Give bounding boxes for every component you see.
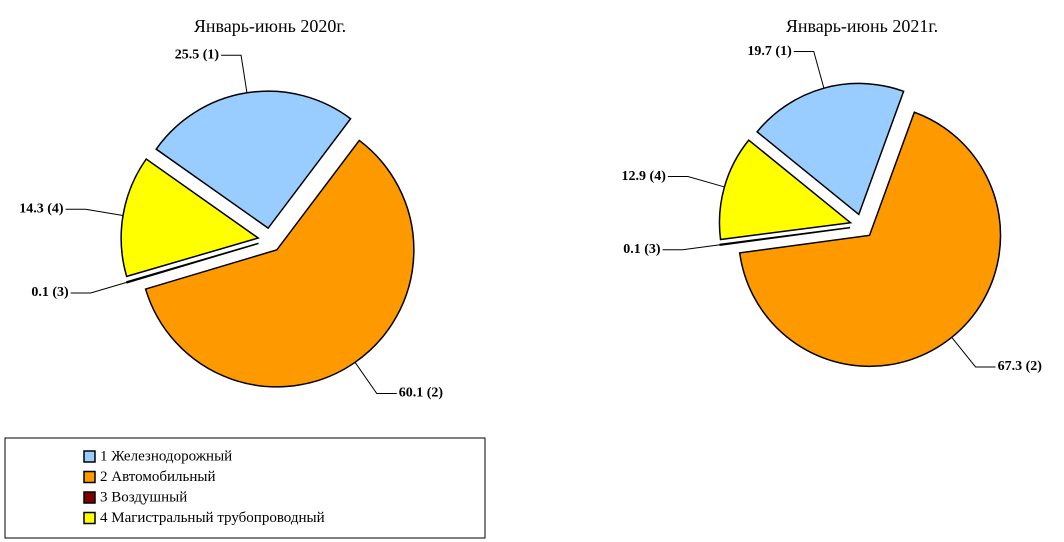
legend-label: 2 Автомобильный xyxy=(100,469,215,485)
pie-slice xyxy=(718,139,853,241)
pie-slice xyxy=(738,111,1002,368)
leader-line xyxy=(354,362,397,395)
data-label: 25.5 (1) xyxy=(175,47,220,62)
legend-swatch xyxy=(83,470,96,484)
data-label: 19.7 (1) xyxy=(747,44,792,59)
data-label: 0.1 (3) xyxy=(31,285,69,300)
legend-label: 3 Воздушный xyxy=(100,489,187,505)
legend-swatch xyxy=(83,511,96,525)
legend-swatch xyxy=(83,491,96,504)
pie-slice xyxy=(144,139,415,388)
pie-slice xyxy=(155,90,352,230)
data-label: 14.3 (4) xyxy=(19,201,64,216)
data-label: 67.3 (2) xyxy=(998,359,1043,374)
legend-swatch xyxy=(83,450,96,463)
data-label: 12.9 (4) xyxy=(622,169,667,184)
leader-line xyxy=(793,51,825,89)
leader-line xyxy=(221,54,248,93)
leader-line xyxy=(667,176,725,188)
legend-label: 4 Магистральный трубопроводный xyxy=(100,510,325,526)
data-label: 60.1 (2) xyxy=(399,386,444,401)
leader-line xyxy=(662,244,721,251)
data-label: 0.1 (3) xyxy=(623,242,661,257)
chart-title: Январь-июнь 2021г. xyxy=(786,16,938,36)
leader-line xyxy=(65,208,124,217)
pie-slice xyxy=(120,158,260,278)
leader-line xyxy=(951,337,996,368)
chart-title: Январь-июнь 2020г. xyxy=(194,16,346,36)
legend-label: 1 Железнодорожный xyxy=(100,448,232,464)
leader-line xyxy=(70,281,128,294)
